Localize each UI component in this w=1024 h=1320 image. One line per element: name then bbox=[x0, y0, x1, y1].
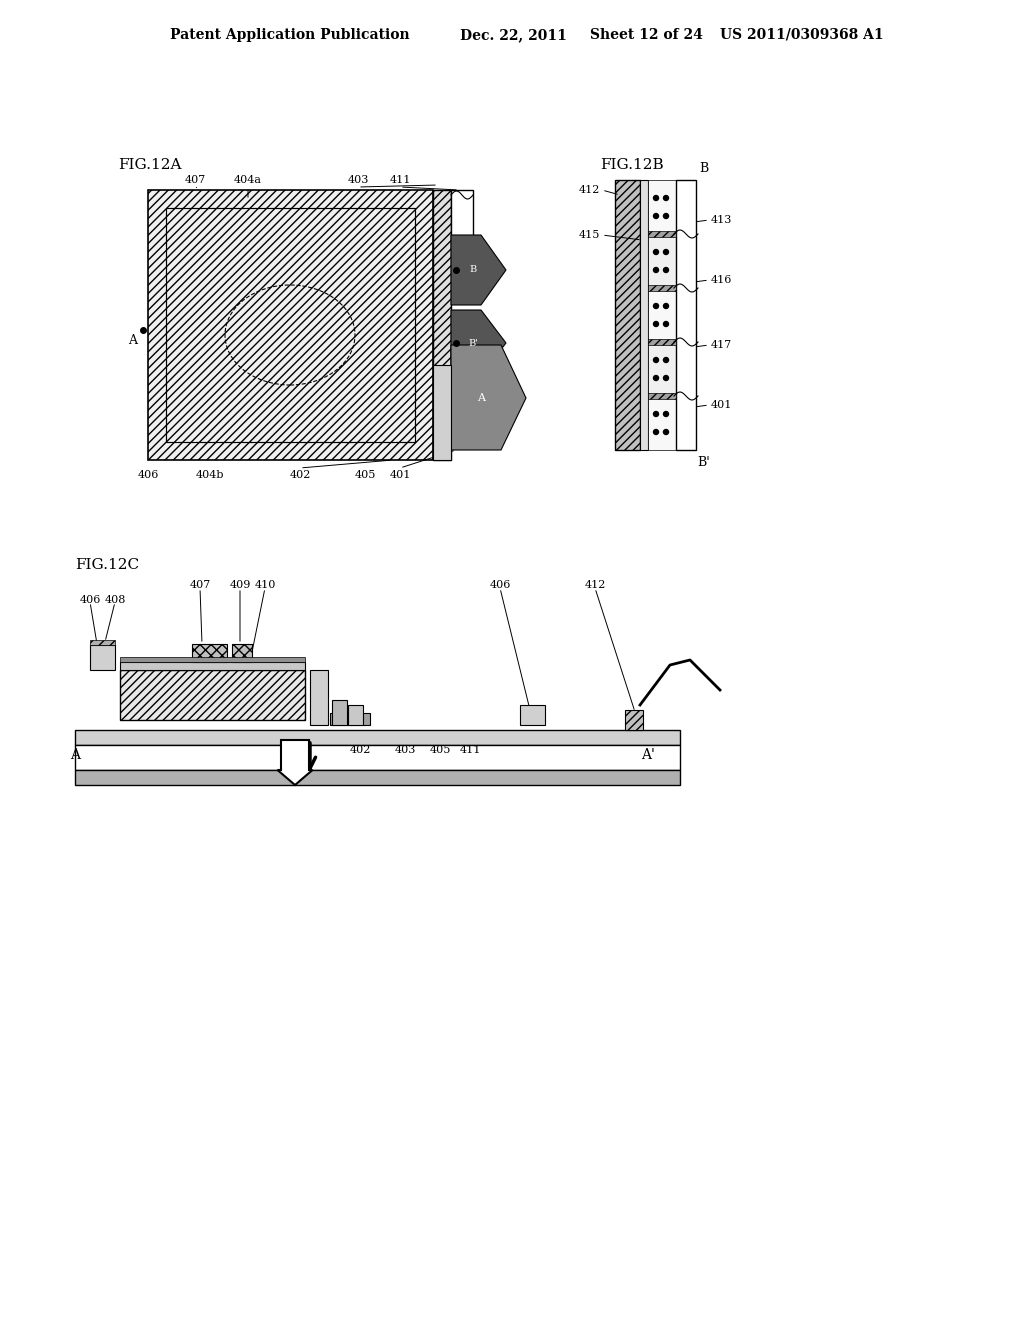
Bar bbox=[676, 180, 696, 450]
Text: 401: 401 bbox=[711, 400, 732, 411]
Text: B': B' bbox=[468, 338, 478, 347]
Bar bbox=[648, 339, 676, 345]
FancyArrow shape bbox=[278, 741, 312, 785]
Text: 411: 411 bbox=[460, 744, 480, 755]
Text: A: A bbox=[128, 334, 137, 346]
Bar bbox=[648, 396, 676, 450]
Text: 405: 405 bbox=[429, 744, 451, 755]
Text: 403: 403 bbox=[394, 744, 416, 755]
Text: 412: 412 bbox=[579, 185, 600, 195]
Circle shape bbox=[664, 195, 669, 201]
Bar bbox=[330, 713, 370, 725]
Text: 404a: 404a bbox=[234, 176, 262, 185]
Bar bbox=[433, 366, 451, 459]
Bar bbox=[640, 180, 648, 450]
Bar bbox=[615, 180, 640, 450]
Bar bbox=[75, 730, 680, 744]
Bar bbox=[75, 770, 680, 785]
Bar bbox=[148, 190, 433, 459]
Bar bbox=[648, 234, 676, 288]
Circle shape bbox=[653, 358, 658, 363]
Bar bbox=[451, 190, 473, 249]
Text: 409: 409 bbox=[229, 579, 251, 590]
Text: 410: 410 bbox=[254, 579, 275, 590]
Text: B: B bbox=[469, 265, 476, 275]
Text: 406: 406 bbox=[137, 470, 159, 480]
Bar bbox=[120, 663, 305, 671]
Bar bbox=[120, 671, 305, 719]
Polygon shape bbox=[451, 345, 526, 450]
Text: 404b: 404b bbox=[196, 470, 224, 480]
Text: Dec. 22, 2011: Dec. 22, 2011 bbox=[460, 28, 567, 42]
Circle shape bbox=[653, 249, 658, 255]
Circle shape bbox=[653, 429, 658, 434]
Text: 417: 417 bbox=[711, 341, 732, 350]
Circle shape bbox=[664, 268, 669, 272]
Circle shape bbox=[664, 214, 669, 219]
Bar bbox=[648, 393, 676, 399]
Text: 403: 403 bbox=[347, 176, 369, 185]
Circle shape bbox=[664, 358, 669, 363]
Bar bbox=[625, 710, 643, 730]
Bar bbox=[648, 285, 676, 290]
Bar bbox=[232, 644, 252, 663]
Bar bbox=[90, 645, 115, 671]
Bar bbox=[75, 744, 680, 770]
Text: US 2011/0309368 A1: US 2011/0309368 A1 bbox=[720, 28, 884, 42]
Text: 407: 407 bbox=[184, 176, 206, 185]
Text: 411: 411 bbox=[389, 176, 411, 185]
Text: A: A bbox=[477, 393, 485, 403]
Text: A: A bbox=[70, 748, 80, 762]
Circle shape bbox=[664, 304, 669, 309]
Text: 416: 416 bbox=[711, 275, 732, 285]
Bar bbox=[120, 657, 305, 663]
Circle shape bbox=[664, 375, 669, 380]
Text: FIG.12C: FIG.12C bbox=[75, 558, 139, 572]
Bar bbox=[648, 288, 676, 342]
Text: FIG.12B: FIG.12B bbox=[600, 158, 664, 172]
Text: 406: 406 bbox=[79, 595, 100, 605]
Text: 401: 401 bbox=[389, 470, 411, 480]
Bar bbox=[193, 644, 227, 663]
Text: Sheet 12 of 24: Sheet 12 of 24 bbox=[590, 28, 702, 42]
Bar bbox=[90, 640, 115, 645]
Circle shape bbox=[653, 412, 658, 417]
Text: Patent Application Publication: Patent Application Publication bbox=[170, 28, 410, 42]
Text: 405: 405 bbox=[354, 470, 376, 480]
Text: 402: 402 bbox=[290, 470, 310, 480]
Bar bbox=[520, 705, 545, 725]
Circle shape bbox=[653, 375, 658, 380]
Text: 412: 412 bbox=[585, 579, 605, 590]
Text: 406: 406 bbox=[489, 579, 511, 590]
Text: 402: 402 bbox=[349, 744, 371, 755]
Circle shape bbox=[653, 304, 658, 309]
Text: 407: 407 bbox=[189, 579, 211, 590]
Bar bbox=[648, 231, 676, 238]
Bar bbox=[166, 209, 415, 442]
Text: 408: 408 bbox=[104, 595, 126, 605]
Text: 415: 415 bbox=[579, 230, 600, 240]
Bar bbox=[648, 342, 676, 396]
Bar bbox=[433, 190, 451, 459]
Bar bbox=[648, 180, 676, 234]
Circle shape bbox=[653, 322, 658, 326]
Circle shape bbox=[653, 268, 658, 272]
Text: A': A' bbox=[641, 748, 655, 762]
Circle shape bbox=[653, 195, 658, 201]
Text: 413: 413 bbox=[711, 215, 732, 224]
Polygon shape bbox=[451, 310, 506, 375]
Circle shape bbox=[664, 249, 669, 255]
Text: B: B bbox=[699, 161, 709, 174]
Circle shape bbox=[653, 214, 658, 219]
Bar bbox=[332, 700, 347, 725]
Bar bbox=[166, 209, 415, 442]
Polygon shape bbox=[451, 235, 506, 305]
Text: FIG.12A: FIG.12A bbox=[118, 158, 181, 172]
Text: B': B' bbox=[697, 455, 711, 469]
Circle shape bbox=[664, 322, 669, 326]
Circle shape bbox=[664, 412, 669, 417]
Bar bbox=[348, 705, 362, 725]
Bar bbox=[310, 671, 328, 725]
Circle shape bbox=[664, 429, 669, 434]
